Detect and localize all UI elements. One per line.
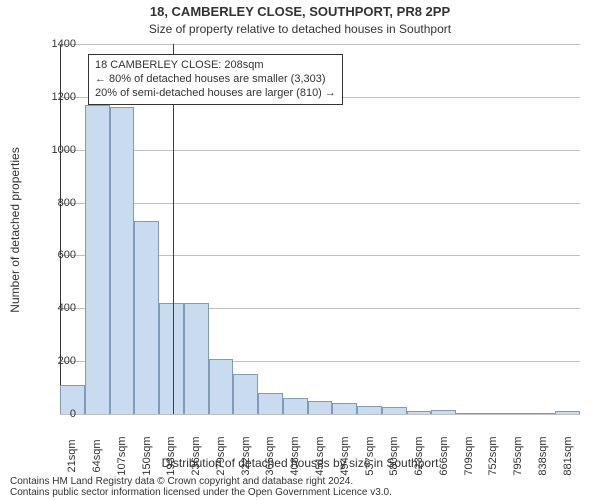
histogram-bar bbox=[332, 403, 357, 414]
histogram-bar bbox=[134, 221, 159, 414]
histogram-bar bbox=[555, 411, 580, 414]
histogram-bar bbox=[456, 413, 481, 414]
footer-line-2: Contains public sector information licen… bbox=[10, 487, 392, 498]
histogram-bar bbox=[357, 406, 382, 414]
histogram-bar bbox=[85, 105, 110, 414]
chart-title-sub: Size of property relative to detached ho… bbox=[0, 22, 600, 36]
histogram-bar bbox=[159, 303, 184, 414]
histogram-bar bbox=[530, 413, 555, 414]
histogram-bar bbox=[258, 393, 283, 414]
histogram-bar bbox=[110, 107, 135, 414]
histogram-bar bbox=[308, 401, 333, 414]
y-tick-label: 1200 bbox=[36, 91, 76, 103]
histogram-bar bbox=[407, 411, 432, 414]
histogram-bar bbox=[431, 410, 456, 414]
histogram-chart: 18, CAMBERLEY CLOSE, SOUTHPORT, PR8 2PP … bbox=[0, 0, 600, 500]
grid-line bbox=[60, 203, 580, 204]
y-tick-label: 800 bbox=[36, 197, 76, 209]
grid-line bbox=[60, 414, 580, 415]
histogram-bar bbox=[209, 359, 234, 415]
y-axis-label: Number of detached properties bbox=[8, 147, 22, 312]
annotation-box: 18 CAMBERLEY CLOSE: 208sqm← 80% of detac… bbox=[88, 54, 343, 105]
histogram-bar bbox=[283, 398, 308, 414]
plot-area: 21sqm64sqm107sqm150sqm193sqm236sqm279sqm… bbox=[60, 44, 580, 414]
y-tick-label: 200 bbox=[36, 355, 76, 367]
y-tick-label: 600 bbox=[36, 249, 76, 261]
x-axis-label: Distribution of detached houses by size … bbox=[0, 456, 600, 470]
histogram-bar bbox=[506, 413, 531, 414]
y-tick-label: 0 bbox=[36, 408, 76, 420]
histogram-bar bbox=[233, 374, 258, 414]
annotation-line: 18 CAMBERLEY CLOSE: 208sqm bbox=[95, 59, 336, 73]
y-tick-label: 1000 bbox=[36, 144, 76, 156]
y-tick-label: 1400 bbox=[36, 38, 76, 50]
histogram-bar bbox=[382, 407, 407, 414]
histogram-bar bbox=[481, 413, 506, 414]
grid-line bbox=[60, 150, 580, 151]
footer-attribution: Contains HM Land Registry data © Crown c… bbox=[10, 476, 392, 498]
grid-line bbox=[60, 44, 580, 45]
annotation-line: 20% of semi-detached houses are larger (… bbox=[95, 87, 336, 101]
histogram-bar bbox=[184, 303, 209, 414]
footer-line-1: Contains HM Land Registry data © Crown c… bbox=[10, 476, 392, 487]
y-tick-label: 400 bbox=[36, 302, 76, 314]
annotation-line: ← 80% of detached houses are smaller (3,… bbox=[95, 73, 336, 87]
chart-title-main: 18, CAMBERLEY CLOSE, SOUTHPORT, PR8 2PP bbox=[0, 4, 600, 19]
